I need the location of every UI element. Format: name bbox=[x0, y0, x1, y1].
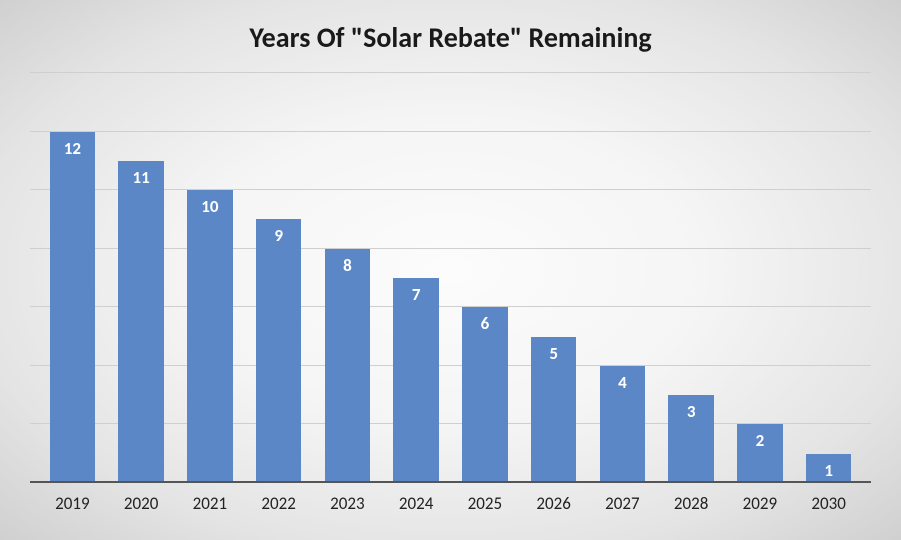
x-axis-label: 2026 bbox=[519, 493, 588, 514]
bar: 2 bbox=[737, 424, 782, 483]
x-axis-label: 2021 bbox=[176, 493, 245, 514]
bar-slot: 8 bbox=[313, 73, 382, 483]
bar-slot: 11 bbox=[107, 73, 176, 483]
bar: 7 bbox=[393, 278, 438, 483]
x-axis-baseline bbox=[30, 481, 871, 483]
plot-area: 12 11 10 9 8 7 6 5 4 3 2 1 bbox=[30, 73, 871, 483]
bar: 12 bbox=[50, 132, 95, 483]
x-axis-label: 2027 bbox=[588, 493, 657, 514]
bar: 10 bbox=[187, 190, 232, 483]
bar: 11 bbox=[118, 161, 163, 483]
bar-slot: 9 bbox=[244, 73, 313, 483]
bar-value-label: 2 bbox=[737, 430, 782, 451]
x-axis-label: 2030 bbox=[794, 493, 863, 514]
bar-value-label: 10 bbox=[187, 196, 232, 217]
bar-value-label: 6 bbox=[462, 313, 507, 334]
bar: 1 bbox=[806, 454, 851, 483]
bar: 9 bbox=[256, 219, 301, 483]
bar-slot: 6 bbox=[451, 73, 520, 483]
bar-slot: 3 bbox=[657, 73, 726, 483]
bar: 8 bbox=[325, 249, 370, 483]
x-axis-label: 2019 bbox=[38, 493, 107, 514]
bar: 6 bbox=[462, 307, 507, 483]
bar-slot: 7 bbox=[382, 73, 451, 483]
x-axis-label: 2023 bbox=[313, 493, 382, 514]
bar-slot: 5 bbox=[519, 73, 588, 483]
bar-value-label: 5 bbox=[531, 343, 576, 364]
bar-value-label: 8 bbox=[325, 255, 370, 276]
x-axis-label: 2020 bbox=[107, 493, 176, 514]
x-axis-label: 2025 bbox=[451, 493, 520, 514]
bar-value-label: 9 bbox=[256, 225, 301, 246]
bar: 4 bbox=[600, 366, 645, 483]
bar-slot: 10 bbox=[176, 73, 245, 483]
bars-group: 12 11 10 9 8 7 6 5 4 3 2 1 bbox=[30, 73, 871, 483]
bar: 5 bbox=[531, 337, 576, 483]
bar: 3 bbox=[668, 395, 713, 483]
x-axis-label: 2028 bbox=[657, 493, 726, 514]
bar-value-label: 7 bbox=[393, 284, 438, 305]
x-axis-label: 2029 bbox=[726, 493, 795, 514]
bar-slot: 1 bbox=[794, 73, 863, 483]
bar-slot: 12 bbox=[38, 73, 107, 483]
bar-value-label: 12 bbox=[50, 138, 95, 159]
bar-slot: 2 bbox=[726, 73, 795, 483]
bar-slot: 4 bbox=[588, 73, 657, 483]
bar-value-label: 4 bbox=[600, 372, 645, 393]
bar-value-label: 1 bbox=[806, 460, 851, 481]
chart-title: Years Of "Solar Rebate" Remaining bbox=[30, 20, 871, 55]
bar-value-label: 11 bbox=[118, 167, 163, 188]
x-axis: 2019202020212022202320242025202620272028… bbox=[30, 493, 871, 514]
bar-value-label: 3 bbox=[668, 401, 713, 422]
chart-container: Years Of "Solar Rebate" Remaining 121110… bbox=[0, 0, 901, 540]
x-axis-label: 2024 bbox=[382, 493, 451, 514]
x-axis-label: 2022 bbox=[244, 493, 313, 514]
